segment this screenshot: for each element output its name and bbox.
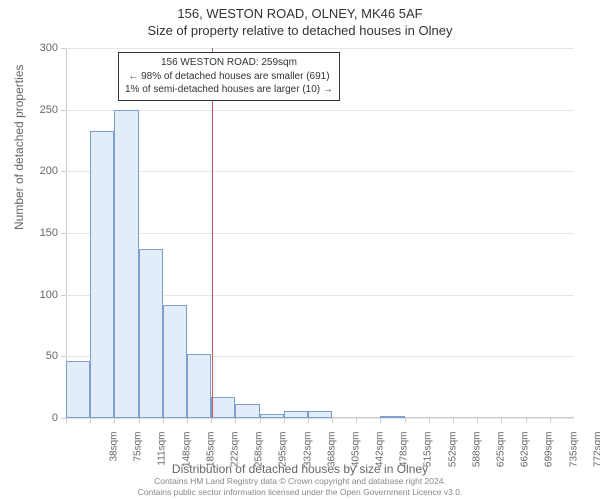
xtick-label: 442sqm [375,432,386,482]
xtick-label: 552sqm [447,432,458,482]
ytick-mark [61,356,66,357]
ytick-mark [61,295,66,296]
xtick-label: 699sqm [544,432,555,482]
xtick-label: 625sqm [496,432,507,482]
xtick-mark [284,418,285,423]
chart-title-main: 156, WESTON ROAD, OLNEY, MK46 5AF [0,0,600,21]
xtick-label: 258sqm [254,432,265,482]
ytick-label: 300 [18,42,58,54]
annotation-line-2: ← 98% of detached houses are smaller (69… [125,70,333,84]
xtick-mark [211,418,212,423]
xtick-label: 368sqm [326,432,337,482]
xtick-mark [501,418,502,423]
xtick-label: 222sqm [229,432,240,482]
xtick-label: 332sqm [302,432,313,482]
xtick-label: 111sqm [157,432,168,482]
histogram-bar [187,354,211,418]
xtick-mark [453,418,454,423]
footer-line-2: Contains public sector information licen… [0,487,600,498]
xtick-label: 735sqm [568,432,579,482]
xtick-mark [429,418,430,423]
annotation-line-1: 156 WESTON ROAD: 259sqm [125,56,333,70]
xtick-label: 405sqm [350,432,361,482]
ytick-label: 0 [18,412,58,424]
xtick-mark [405,418,406,423]
xtick-mark [526,418,527,423]
histogram-bar [284,411,308,418]
y-axis-label: Number of detached properties [12,65,26,230]
histogram-bar [66,361,90,418]
xtick-label: 295sqm [278,432,289,482]
xtick-label: 75sqm [133,432,144,482]
ytick-mark [61,233,66,234]
xtick-mark [66,418,67,423]
ytick-label: 100 [18,289,58,301]
gridline [66,48,574,49]
gridline [66,233,574,234]
xtick-label: 515sqm [423,432,434,482]
xtick-mark [114,418,115,423]
xtick-mark [235,418,236,423]
ytick-mark [61,48,66,49]
xtick-label: 662sqm [520,432,531,482]
xtick-mark [332,418,333,423]
xtick-label: 148sqm [181,432,192,482]
xtick-label: 38sqm [109,432,120,482]
xtick-mark [139,418,140,423]
chart-title-sub: Size of property relative to detached ho… [0,21,600,38]
ytick-mark [61,171,66,172]
ytick-label: 50 [18,350,58,362]
ytick-mark [61,110,66,111]
histogram-bar [114,110,138,418]
ytick-label: 200 [18,165,58,177]
gridline [66,110,574,111]
annotation-box: 156 WESTON ROAD: 259sqm ← 98% of detache… [118,52,340,101]
xtick-label: 478sqm [399,432,410,482]
histogram-bar [308,411,332,418]
histogram-bar [90,131,114,418]
xtick-mark [356,418,357,423]
xtick-label: 772sqm [592,432,600,482]
gridline [66,418,574,419]
histogram-bar [163,305,187,418]
gridline [66,171,574,172]
xtick-label: 588sqm [471,432,482,482]
xtick-mark [163,418,164,423]
chart-plot-area [66,48,574,418]
xtick-mark [477,418,478,423]
histogram-bar [235,404,259,418]
histogram-bar [139,249,163,418]
xtick-mark [380,418,381,423]
xtick-mark [90,418,91,423]
histogram-bar [260,414,284,418]
xtick-mark [308,418,309,423]
xtick-label: 185sqm [205,432,216,482]
histogram-bar [380,416,404,418]
x-axis-label: Distribution of detached houses by size … [0,462,600,476]
footer-line-1: Contains HM Land Registry data © Crown c… [0,476,600,487]
ytick-label: 150 [18,227,58,239]
xtick-mark [260,418,261,423]
xtick-mark [550,418,551,423]
footer-attribution: Contains HM Land Registry data © Crown c… [0,476,600,498]
highlight-marker-line [212,48,213,418]
xtick-mark [187,418,188,423]
ytick-label: 250 [18,104,58,116]
annotation-line-3: 1% of semi-detached houses are larger (1… [125,83,333,97]
histogram-bar [211,397,235,418]
